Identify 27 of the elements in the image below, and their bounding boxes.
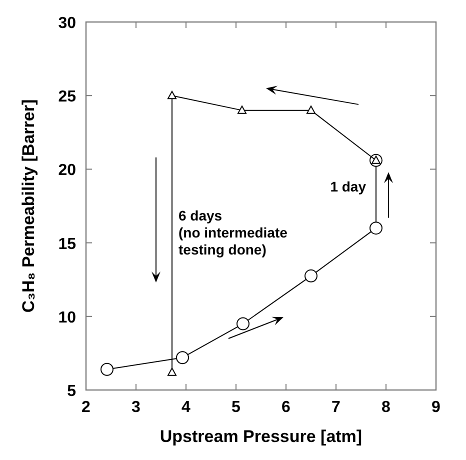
x-tick-label: 3 [132, 399, 141, 416]
point [176, 351, 189, 364]
point [370, 222, 382, 235]
point [168, 368, 176, 376]
point [168, 90, 176, 100]
point [236, 317, 250, 330]
annotation: 6 days (no intermediate testing done) [178, 208, 288, 258]
point [306, 106, 316, 114]
annotation: 1 day [330, 178, 366, 194]
point [100, 362, 114, 376]
point [304, 269, 318, 282]
x-tick-label: 8 [382, 399, 391, 416]
x-axis-title: Upstream Pressure [atm] [160, 427, 362, 446]
point [238, 106, 246, 114]
y-axis-title: C₃H₈ Permeability [Barrer] [19, 99, 38, 313]
y-tick-label: 15 [58, 236, 76, 253]
x-tick-label: 9 [432, 399, 441, 416]
y-tick-label: 10 [58, 309, 76, 326]
x-tick-label: 6 [282, 399, 291, 416]
x-tick-label: 5 [232, 399, 241, 416]
x-tick-label: 7 [332, 399, 341, 416]
y-tick-label: 20 [58, 162, 76, 180]
y-tick-label: 25 [58, 88, 76, 106]
y-tick-label: 5 [67, 383, 76, 400]
x-tick-label: 4 [182, 399, 191, 416]
x-tick-label: 2 [82, 399, 91, 416]
y-tick-label: 30 [58, 15, 76, 32]
